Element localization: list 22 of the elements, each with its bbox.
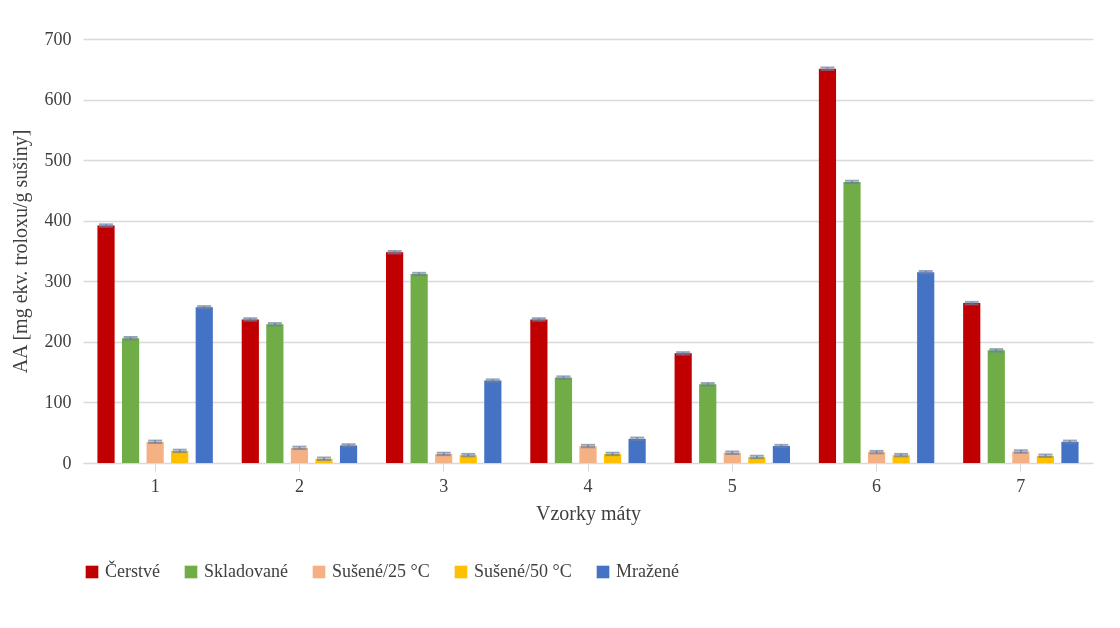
y-tick-label: 0 bbox=[62, 452, 72, 473]
y-tick-label: 500 bbox=[44, 149, 72, 170]
legend-label: Mražené bbox=[616, 561, 679, 581]
x-tick-label: 1 bbox=[150, 475, 160, 496]
x-tick-label: 4 bbox=[583, 475, 593, 496]
legend-label: Sušené/25 °C bbox=[332, 561, 430, 581]
legend-label: Čerstvé bbox=[105, 560, 160, 581]
x-axis-title: Vzorky máty bbox=[536, 501, 641, 525]
y-tick-label: 300 bbox=[44, 270, 72, 291]
x-tick-label: 5 bbox=[727, 475, 737, 496]
y-tick-label: 700 bbox=[44, 28, 72, 49]
y-tick-label: 100 bbox=[44, 391, 72, 412]
x-tick-label: 7 bbox=[1016, 475, 1026, 496]
y-axis-title: AA [mg ekv. troloxu/g sušiny] bbox=[8, 129, 32, 374]
legend-label: Sušené/50 °C bbox=[474, 561, 572, 581]
x-tick-label: 3 bbox=[439, 475, 449, 496]
x-tick-label: 6 bbox=[872, 475, 882, 496]
y-tick-label: 400 bbox=[44, 210, 72, 231]
x-tick-label: 2 bbox=[294, 475, 304, 496]
legend-label: Skladované bbox=[204, 561, 288, 581]
y-tick-label: 200 bbox=[44, 331, 72, 352]
y-tick-label: 600 bbox=[44, 89, 72, 110]
